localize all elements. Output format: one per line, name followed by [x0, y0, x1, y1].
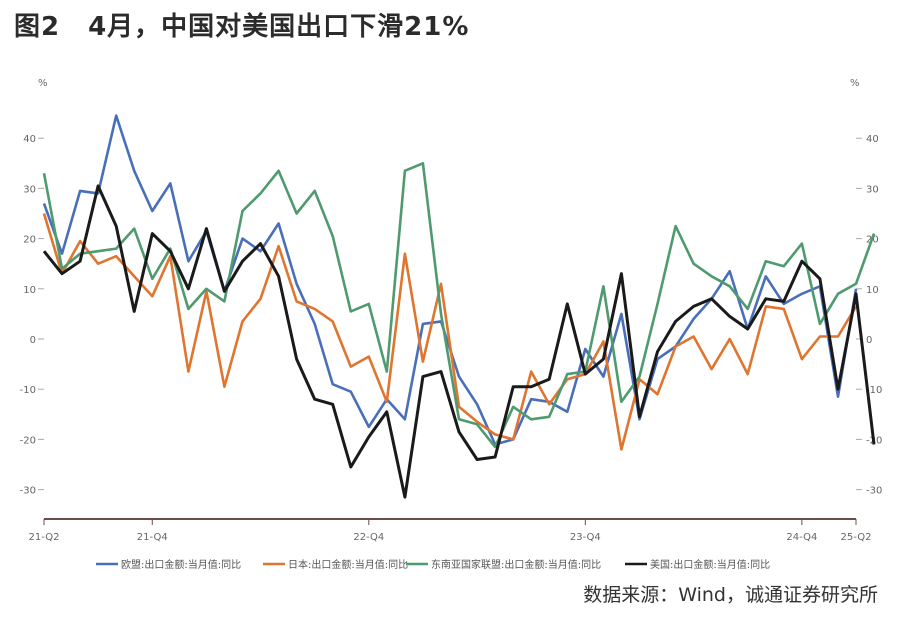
x-tick-label: 21-Q2 — [29, 532, 60, 543]
y-tick-label-right: 0 — [866, 335, 872, 346]
y-tick-label-left: -10 — [20, 385, 36, 396]
y-tick-label-right: 40 — [866, 134, 879, 145]
chart-title: 图2 4月，中国对美国出口下滑21% — [14, 6, 469, 43]
legend-label: 东南亚国家联盟:出口金额:当月值:同比 — [431, 558, 601, 571]
y-unit-right: % — [850, 78, 860, 89]
source-note: 数据来源：Wind，诚通证券研究所 — [583, 584, 878, 606]
y-axis-left: -30 -20 -10 0 10 20 30 40 — [20, 134, 44, 497]
y-unit-left: % — [38, 78, 48, 89]
series-line-1 — [42, 114, 858, 446]
line-chart: % % -30 -20 -10 0 10 20 30 40 -30 -20 -10 0 10 20 30 4… — [20, 78, 883, 571]
legend: 欧盟:出口金额:当月值:同比 日本:出口金额:当月值:同比 东南亚国家联盟:出口金额… — [96, 558, 770, 571]
y-tick-label-left: -30 — [20, 486, 36, 497]
x-tick-label: 24-Q4 — [786, 532, 817, 543]
x-tick-label: 22-Q4 — [353, 532, 384, 543]
y-tick-label-left: 20 — [23, 235, 36, 246]
x-tick-label: 25-Q2 — [841, 532, 872, 543]
figure-label: 图2 — [14, 12, 61, 42]
x-axis: 21-Q2 21-Q4 22-Q4 23-Q4 24-Q4 25-Q2 — [29, 519, 872, 543]
series-line-3 — [42, 162, 876, 449]
series-line-2 — [42, 213, 858, 451]
x-tick-label: 21-Q4 — [137, 532, 168, 543]
y-tick-label-right: 30 — [866, 184, 879, 195]
legend-label: 欧盟:出口金额:当月值:同比 — [121, 558, 241, 571]
y-tick-label-left: 40 — [23, 134, 36, 145]
x-tick-label: 23-Q4 — [570, 532, 601, 543]
series-lines — [42, 114, 876, 499]
y-tick-label-right: -10 — [866, 385, 882, 396]
series-line-4 — [42, 184, 876, 499]
title-text: 4月，中国对美国出口下滑21% — [88, 12, 470, 42]
y-tick-label-left: 30 — [23, 184, 36, 195]
legend-label: 日本:出口金额:当月值:同比 — [288, 558, 408, 571]
y-tick-label-left: 0 — [30, 335, 36, 346]
legend-label: 美国:出口金额:当月值:同比 — [650, 558, 770, 571]
y-tick-label-left: -20 — [20, 435, 36, 446]
y-tick-label-right: 10 — [866, 285, 879, 296]
y-tick-label-right: -30 — [866, 486, 882, 497]
y-tick-label-left: 10 — [23, 285, 36, 296]
